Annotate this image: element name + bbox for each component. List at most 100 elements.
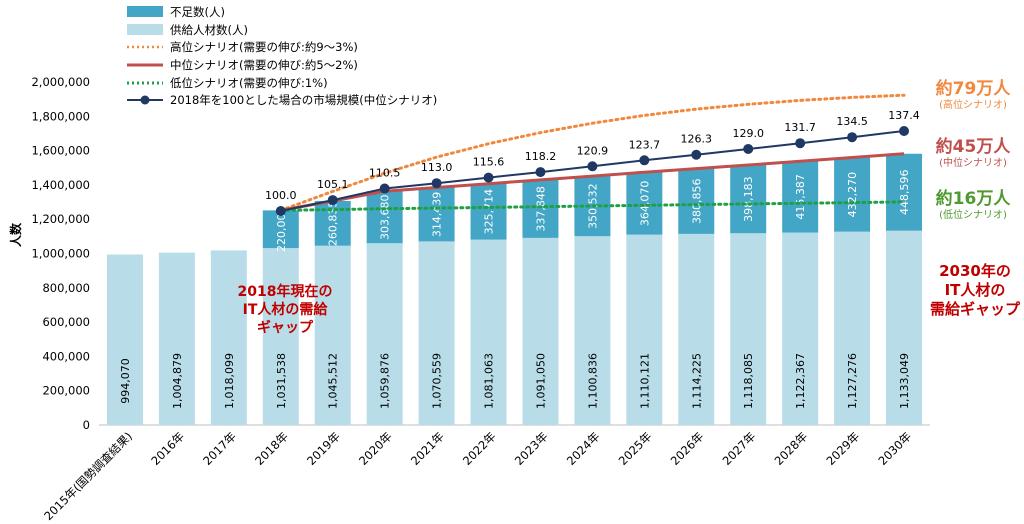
supply-bar-label: 1,110,121 — [638, 353, 651, 409]
supply-bar-label: 1,118,085 — [742, 353, 755, 409]
shortage-bar-label: 398,183 — [742, 176, 755, 222]
market-size-marker — [379, 183, 390, 194]
shortage-bar-label: 303,680 — [379, 194, 392, 240]
supply-bar-label: 1,018,099 — [223, 353, 236, 409]
high-scenario-line — [279, 93, 906, 212]
supply-bar-label: 1,127,276 — [846, 353, 859, 409]
x-tick-label: 2030年 — [875, 429, 914, 468]
market-size-label: 120.9 — [577, 144, 609, 157]
y-axis: 0 200,000 400,000 600,000 800,000 1,000,000 1,… — [31, 75, 90, 432]
shortage-bar-label: 220,000 — [275, 206, 288, 252]
lines-layer: 100.0 105.1 110.5 113.0 115.6 118.2 120.9 123.7… — [265, 93, 920, 216]
shortage-bar — [262, 210, 299, 249]
y-axis-label: 人数 — [8, 222, 23, 247]
y-tick-label: 2,000,000 — [31, 75, 90, 89]
y-tick-label: 400,000 — [42, 349, 90, 363]
x-tick-label: 2021年 — [408, 429, 447, 468]
supply-bar — [626, 234, 663, 425]
annotation-gap-2018-line1: 2018年現在の — [238, 283, 333, 300]
market-size-marker — [483, 172, 494, 183]
supply-bar — [418, 241, 455, 425]
market-size-marker — [275, 206, 286, 216]
market-size-label: 110.5 — [369, 167, 401, 180]
x-tick-label: 2027年 — [720, 429, 759, 468]
market-size-marker — [431, 178, 442, 189]
supply-bar-label: 1,100,836 — [586, 353, 599, 409]
x-tick-label: 2029年 — [823, 429, 862, 468]
x-tick-label: 2017年 — [200, 429, 239, 468]
supply-bar — [158, 252, 195, 425]
bars-layer: 994,070 1,004,879 1,018,099 1,031,538 220,00… — [106, 153, 923, 425]
y-tick-label: 1,400,000 — [31, 178, 90, 192]
y-tick-label: 800,000 — [42, 281, 90, 295]
annotation-low-sub: (低位シナリオ) — [939, 208, 1007, 221]
supply-bar-label: 1,070,559 — [431, 353, 444, 409]
market-size-marker — [743, 143, 754, 154]
y-tick-label: 1,800,000 — [31, 109, 90, 123]
market-size-label: 126.3 — [681, 133, 713, 146]
supply-bar-label: 994,070 — [119, 358, 132, 404]
legend-swatch-supply — [127, 24, 163, 35]
y-tick-label: 1,200,000 — [31, 212, 90, 226]
supply-bar — [262, 248, 299, 425]
shortage-bar — [730, 164, 767, 234]
shortage-bar-label: 337,848 — [534, 186, 547, 232]
annotation-high-sub: (高位シナリオ) — [939, 98, 1007, 111]
supply-bar-label: 1,091,050 — [534, 353, 547, 409]
market-size-marker — [639, 155, 650, 166]
x-tick-label: 2022年 — [460, 429, 499, 468]
x-tick-label: 2023年 — [512, 429, 551, 468]
supply-bar — [366, 243, 403, 425]
supply-bar-label: 1,114,225 — [690, 353, 703, 409]
market-size-marker — [899, 126, 910, 136]
legend-label-market: 2018年を100とした場合の市場規模(中位シナリオ) — [170, 93, 437, 107]
market-size-label: 137.4 — [888, 109, 920, 122]
market-size-label: 115.6 — [473, 156, 505, 169]
shortage-bar — [314, 200, 351, 246]
legend-label-supply: 供給人材数(人) — [170, 23, 248, 37]
shortage-bar — [418, 187, 455, 242]
supply-bar — [886, 230, 923, 425]
legend-marker-market — [140, 95, 150, 105]
market-size-marker — [587, 161, 598, 172]
legend-label-low: 低位シナリオ(需要の伸び:1%) — [170, 76, 328, 90]
supply-bar — [314, 245, 351, 425]
shortage-bar — [366, 191, 403, 244]
supply-bar — [730, 233, 767, 425]
shortage-bar-label: 432,270 — [846, 172, 859, 218]
annotation-gap-2018-line3: ギャップ — [257, 319, 314, 336]
market-size-label: 131.7 — [784, 121, 816, 134]
annotation-high: 約79万人 — [936, 78, 1012, 99]
x-tick-label: 2019年 — [304, 429, 343, 468]
shortage-bar-label: 325,714 — [483, 189, 496, 235]
market-size-label: 129.0 — [732, 127, 764, 140]
supply-bar-label: 1,122,367 — [794, 353, 807, 409]
shortage-bar — [834, 157, 871, 232]
annotation-gap-2030-line3: 需給ギャップ — [930, 300, 1021, 318]
legend-label-mid: 中位シナリオ(需要の伸び:約5〜2%) — [170, 58, 358, 72]
supply-bar — [834, 231, 871, 425]
annotation-low: 約16万人 — [936, 188, 1012, 209]
annotation-mid-sub: (中位シナリオ) — [939, 156, 1007, 169]
y-tick-label: 200,000 — [42, 384, 90, 398]
supply-bar-label: 1,081,063 — [483, 353, 496, 409]
shortage-bar — [886, 153, 923, 231]
x-tick-label: 2028年 — [772, 429, 811, 468]
x-tick-label: 2020年 — [356, 429, 395, 468]
shortage-bar-label: 364,070 — [638, 181, 651, 227]
low-scenario-line — [279, 200, 906, 212]
legend-swatch-shortage — [127, 6, 163, 17]
shortage-bar-label: 314,439 — [431, 192, 444, 238]
supply-bar-label: 1,059,876 — [379, 353, 392, 409]
supply-bar — [522, 237, 559, 425]
y-tick-label: 0 — [83, 418, 90, 432]
y-tick-label: 1,000,000 — [31, 247, 90, 261]
market-size-label: 105.1 — [317, 178, 349, 191]
shortage-bar-label: 415,387 — [794, 174, 807, 220]
y-tick-label: 1,600,000 — [31, 144, 90, 158]
market-size-marker — [535, 167, 546, 178]
market-size-marker — [327, 195, 338, 206]
supply-bar — [782, 232, 819, 425]
market-size-label: 134.5 — [836, 115, 868, 128]
